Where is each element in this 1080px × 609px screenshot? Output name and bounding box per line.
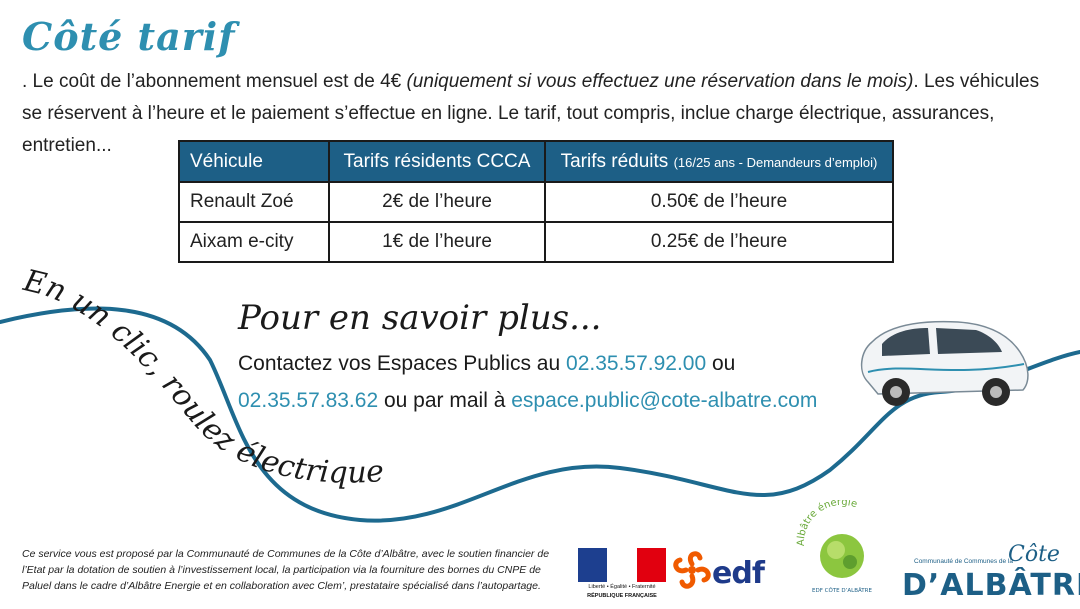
header-resident: Tarifs résidents CCCA bbox=[328, 140, 546, 183]
intro-text-2: . Les véhicules se réservent à l’heure e… bbox=[22, 71, 1040, 156]
table-row: Renault Zoé 2€ de l’heure 0.50€ de l’heu… bbox=[178, 181, 894, 223]
header-vehicle: Véhicule bbox=[178, 140, 330, 183]
contact-prefix: Contactez vos Espaces Publics au bbox=[238, 352, 567, 375]
contact-or: ou bbox=[706, 352, 736, 375]
cote-community-label: Communauté de Communes de la bbox=[914, 558, 1013, 565]
cell-reduced: 0.50€ de l’heure bbox=[544, 181, 894, 223]
table-row: Aixam e-city 1€ de l’heure 0.25€ de l’he… bbox=[178, 221, 894, 263]
edf-swirl-icon bbox=[673, 551, 711, 589]
edf-wordmark: edf bbox=[712, 556, 765, 591]
footnote: Ce service vous est proposé par la Commu… bbox=[22, 548, 550, 592]
phone-link-2[interactable]: 02.35.57.83.62 bbox=[238, 389, 379, 412]
tariff-table: Véhicule Tarifs résidents CCCA Tarifs ré… bbox=[178, 140, 894, 263]
header-reduced: Tarifs réduits (16/25 ans - Demandeurs d… bbox=[544, 140, 894, 183]
header-reduced-note: (16/25 ans - Demandeurs d’emploi) bbox=[673, 154, 878, 170]
rf-name: RÉPUBLIQUE FRANÇAISE bbox=[587, 593, 657, 599]
cell-resident: 1€ de l’heure bbox=[328, 221, 546, 263]
cote-word: Côte bbox=[1008, 542, 1060, 567]
cell-reduced: 0.25€ de l’heure bbox=[544, 221, 894, 263]
more-info-title: Pour en savoir plus... bbox=[238, 298, 602, 338]
albatre-energie-logo: Albâtre énergie EDF CÔTE D’ALBÂTRE bbox=[794, 497, 890, 596]
albatre-wordmark: D’ALBÂTRE bbox=[902, 568, 1080, 603]
albatre-energie-emblem-icon: Albâtre énergie EDF CÔTE D’ALBÂTRE bbox=[796, 497, 873, 594]
header-reduced-label: Tarifs réduits bbox=[560, 150, 669, 172]
contact-middle: ou par mail à bbox=[378, 389, 512, 412]
cell-vehicle: Renault Zoé bbox=[178, 181, 330, 223]
contact-block: Contactez vos Espaces Publics au 02.35.5… bbox=[238, 345, 878, 419]
email-link[interactable]: espace.public@cote-albatre.com bbox=[511, 389, 818, 412]
electric-car-image bbox=[860, 320, 1029, 406]
edf-logo: edf bbox=[672, 548, 792, 598]
french-flag-icon bbox=[578, 548, 666, 582]
intro-italic: (uniquement si vous effectuez une réserv… bbox=[406, 71, 914, 92]
cell-resident: 2€ de l’heure bbox=[328, 181, 546, 223]
intro-text-1: . Le coût de l’abonnement mensuel est de… bbox=[22, 71, 407, 92]
cote-albatre-logo: Communauté de Communes de la Côte D’ALBÂ… bbox=[898, 542, 1080, 603]
albatre-energie-sub: EDF CÔTE D’ALBÂTRE bbox=[812, 587, 872, 594]
page-title: Côté tarif bbox=[22, 14, 236, 59]
rf-motto: Liberté • Égalité • Fraternité bbox=[588, 584, 656, 590]
phone-link-1[interactable]: 02.35.57.92.00 bbox=[566, 352, 707, 375]
table-header-row: Véhicule Tarifs résidents CCCA Tarifs ré… bbox=[178, 140, 894, 183]
republique-francaise-logo: Liberté • Égalité • Fraternité RÉPUBLIQU… bbox=[578, 548, 666, 600]
cell-vehicle: Aixam e-city bbox=[178, 221, 330, 263]
intro-paragraph: . Le coût de l’abonnement mensuel est de… bbox=[22, 66, 1062, 162]
